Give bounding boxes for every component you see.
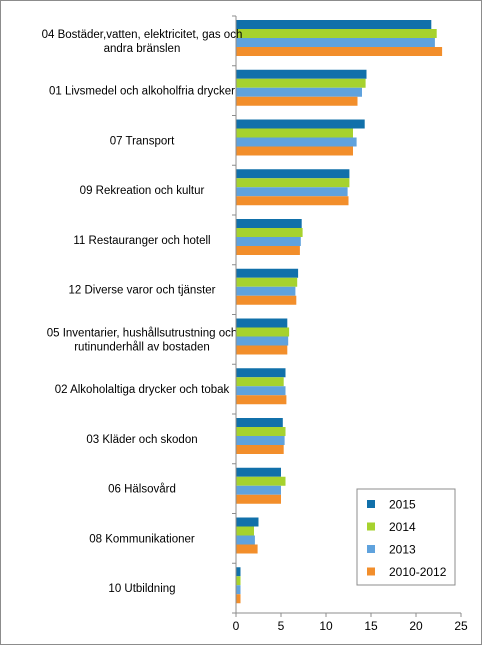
legend-swatch-2010-2012 <box>367 567 375 576</box>
legend: 2015 2014 2013 2010-2012 <box>356 488 456 586</box>
bar-2015-4 <box>236 169 350 179</box>
bar-2015-9 <box>236 418 283 427</box>
category-label-5: 11 Restauranger och hotell <box>73 235 210 247</box>
bar-2015-11 <box>236 517 259 527</box>
legend-swatch-2014 <box>367 522 375 531</box>
bar-2013-9 <box>236 436 285 445</box>
bar-2013-8 <box>236 386 286 396</box>
legend-label-2014: 2014 <box>389 520 416 534</box>
bar-2013-10 <box>236 485 281 495</box>
x-tick-label-15: 15 <box>364 619 378 633</box>
bar-2013-11 <box>236 535 255 545</box>
category-label-11: 08 Kommunikationer <box>89 533 195 545</box>
category-label-12: 10 Utbildning <box>108 583 175 595</box>
bar-2010-2012-5 <box>236 246 300 255</box>
legend-label-2010-2012: 2010-2012 <box>389 565 447 579</box>
bar-2015-1 <box>236 20 432 29</box>
bar-2013-2 <box>236 87 362 97</box>
category-labels: 04 Bostäder,vatten, elektricitet, gas oc… <box>42 15 243 614</box>
bar-2014-1 <box>236 29 437 38</box>
bar-2014-3 <box>236 128 353 138</box>
bar-2014-8 <box>236 377 284 387</box>
bar-2015-12 <box>236 567 241 577</box>
bar-2013-5 <box>236 237 301 246</box>
bar-2010-2012-6 <box>236 295 297 305</box>
bar-2010-2012-2 <box>236 96 358 106</box>
bar-2010-2012-7 <box>236 345 288 355</box>
category-label-8: 02 Alkoholaltiga drycker och tobak <box>55 384 230 396</box>
legend-label-2013: 2013 <box>389 543 416 557</box>
bar-2015-8 <box>236 368 286 378</box>
x-tick-label-10: 10 <box>319 619 333 633</box>
bar-2010-2012-9 <box>236 445 284 454</box>
bar-2015-7 <box>236 318 288 328</box>
bar-2013-7 <box>236 336 289 346</box>
category-label-4: 09 Rekreation och kultur <box>80 185 205 197</box>
bar-2010-2012-4 <box>236 196 349 206</box>
bar-2015-3 <box>236 119 365 129</box>
bar-2015-10 <box>236 467 281 477</box>
bar-2014-4 <box>236 178 350 188</box>
category-label-7-line-1: 05 Inventarier, hushållsutrustning och <box>47 327 238 339</box>
category-label-10: 06 Hälsovård <box>108 484 176 496</box>
legend-swatch-2015 <box>367 500 375 508</box>
category-label-9: 03 Kläder och skodon <box>86 434 197 446</box>
bar-2014-10 <box>236 476 286 486</box>
bar-2010-2012-3 <box>236 146 353 156</box>
bar-2014-7 <box>236 327 290 337</box>
bar-2013-6 <box>236 286 296 296</box>
bar-2014-2 <box>236 78 366 88</box>
bar-2015-2 <box>236 69 367 79</box>
bar-2013-12 <box>236 585 241 595</box>
bar-2010-2012-10 <box>236 494 281 504</box>
legend-label-2015: 2015 <box>389 498 416 512</box>
bar-2010-2012-12 <box>236 594 241 604</box>
category-label-7-line-2: rutinunderhåll av bostaden <box>74 341 210 353</box>
x-tick-label-20: 20 <box>409 619 423 633</box>
bars-group <box>236 20 443 604</box>
bar-2013-4 <box>236 187 348 197</box>
bar-2014-12 <box>236 576 241 586</box>
x-tick-label-5: 5 <box>278 619 285 633</box>
x-tick-label-0: 0 <box>233 619 240 633</box>
x-tick-labels: 0 5 10 15 20 25 <box>233 613 468 633</box>
bar-2013-1 <box>236 38 435 47</box>
bar-2010-2012-1 <box>236 47 443 56</box>
category-label-1-line-2: andra bränslen <box>104 43 181 55</box>
bar-2013-3 <box>236 137 357 147</box>
bar-2015-5 <box>236 219 302 228</box>
bar-2014-11 <box>236 526 254 536</box>
category-label-6: 12 Diverse varor och tjänster <box>68 285 215 297</box>
legend-swatch-2013 <box>367 545 375 553</box>
category-label-1-line-1: 04 Bostäder,vatten, elektricitet, gas oc… <box>42 29 243 41</box>
bar-2014-5 <box>236 228 303 237</box>
category-label-2: 01 Livsmedel och alkoholfria drycker <box>49 86 235 98</box>
bar-2014-9 <box>236 427 286 436</box>
x-tick-label-25: 25 <box>454 619 468 633</box>
bar-2014-6 <box>236 277 298 287</box>
bar-2010-2012-8 <box>236 395 287 405</box>
bar-2010-2012-11 <box>236 544 258 554</box>
category-label-3: 07 Transport <box>110 135 175 147</box>
bar-2015-6 <box>236 268 299 278</box>
